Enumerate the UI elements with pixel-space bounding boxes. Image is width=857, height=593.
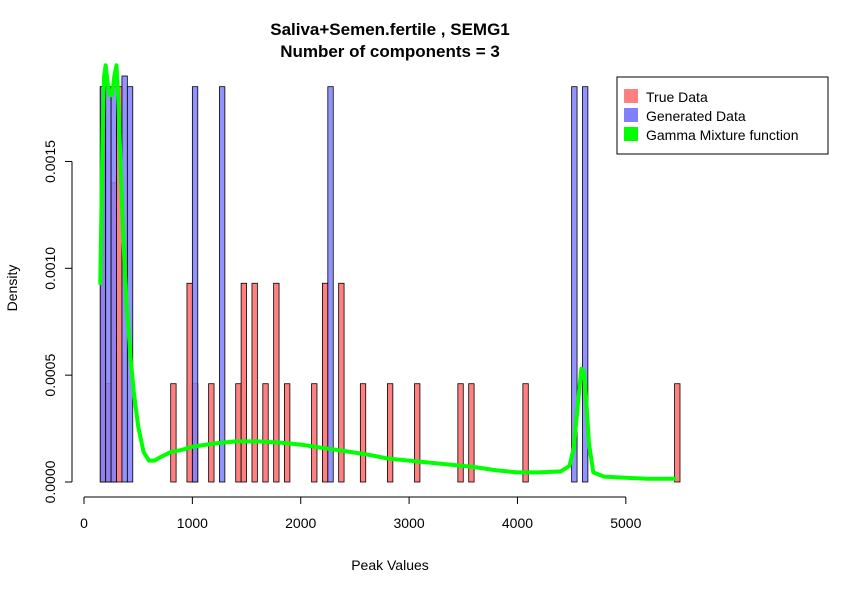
y-axis-label: Density: [4, 265, 20, 312]
y-tick-label: 0.0000: [42, 460, 58, 503]
true-data-bar: [468, 383, 475, 483]
true-data-bar: [674, 383, 681, 483]
legend-label-true-data: True Data: [646, 89, 708, 105]
true-data-bar: [262, 383, 269, 483]
generated-data-bar: [327, 86, 334, 483]
x-tick-label: 0: [80, 515, 88, 531]
true-data-bar: [338, 282, 345, 483]
x-axis-label: Peak Values: [351, 557, 429, 573]
gamma-mixture-line: [98, 63, 677, 481]
generated-data-bar: [219, 86, 226, 483]
chart-subtitle: Number of components = 3: [280, 42, 500, 61]
true-data-bar: [522, 383, 529, 483]
true-data-bar: [251, 282, 258, 483]
generated-data-bar: [571, 86, 578, 483]
y-tick-label: 0.0010: [42, 247, 58, 290]
legend-label-generated-data: Generated Data: [646, 108, 746, 124]
true-data-bar: [170, 383, 177, 483]
x-axis: 0 1000 2000 3000 4000 5000: [80, 496, 642, 531]
true-data-bar: [311, 383, 318, 483]
x-tick-label: 5000: [610, 515, 641, 531]
legend-swatch-true-data: [624, 89, 638, 103]
true-data-bar: [414, 383, 421, 483]
true-data-bar: [284, 383, 291, 483]
legend-box: [616, 76, 829, 155]
true-data-bar: [208, 383, 215, 483]
generated-data-bar: [191, 86, 199, 483]
true-data-bar: [387, 383, 394, 483]
y-tick-label: 0.0005: [42, 354, 58, 397]
generated-data-bar: [110, 86, 117, 483]
x-tick-label: 1000: [177, 515, 208, 531]
true-data-bar: [273, 282, 280, 483]
legend-swatch-gamma-mixture: [624, 127, 638, 141]
y-axis: 0.0000 0.0005 0.0010 0.0015: [42, 140, 73, 503]
legend: True Data Generated Data Gamma Mixture f…: [616, 76, 829, 155]
generated-data-bar: [126, 86, 134, 483]
chart-title: Saliva+Semen.fertile , SEMG1: [270, 20, 510, 39]
true-data-bar: [240, 282, 247, 483]
generated-data-bar: [582, 86, 589, 483]
legend-label-gamma-mixture: Gamma Mixture function: [646, 127, 799, 143]
true-data-bar: [359, 383, 367, 483]
true-data-bar: [457, 383, 464, 483]
true-data-bars: [99, 86, 681, 483]
true-data-bar: [321, 282, 329, 483]
legend-swatch-generated-data: [624, 108, 638, 122]
generated-data-bar: [105, 86, 112, 483]
x-tick-label: 2000: [285, 515, 316, 531]
x-tick-label: 3000: [394, 515, 425, 531]
true-data-bar: [186, 282, 193, 483]
true-data-bar: [235, 383, 242, 483]
x-tick-label: 4000: [502, 515, 533, 531]
y-tick-label: 0.0015: [42, 140, 58, 183]
